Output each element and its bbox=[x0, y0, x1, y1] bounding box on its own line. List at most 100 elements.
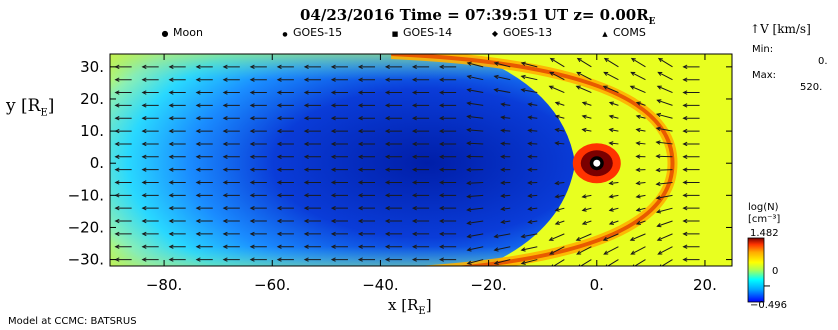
velocity-vector bbox=[303, 128, 321, 134]
velocity-vector bbox=[249, 141, 267, 147]
velocity-vector bbox=[682, 128, 700, 134]
velocity-vector bbox=[303, 154, 321, 159]
velocity-vector bbox=[581, 127, 592, 133]
velocity-vector bbox=[303, 205, 321, 211]
velocity-vector bbox=[581, 114, 592, 119]
velocity-vector bbox=[141, 116, 159, 121]
velocity-vector bbox=[141, 205, 159, 211]
velocity-vector bbox=[330, 257, 348, 262]
velocity-vector bbox=[168, 116, 186, 121]
velocity-vector bbox=[276, 154, 294, 159]
velocity-vector bbox=[411, 103, 430, 108]
velocity-vector bbox=[527, 167, 538, 172]
velocity-vector bbox=[357, 128, 376, 134]
velocity-vector bbox=[141, 193, 159, 198]
velocity-vector bbox=[195, 244, 213, 249]
velocity-vector bbox=[500, 115, 511, 120]
velocity-vector bbox=[439, 205, 457, 211]
velocity-vector bbox=[222, 244, 240, 249]
velocity-vector bbox=[114, 141, 132, 147]
velocity-vector bbox=[195, 193, 213, 198]
velocity-vector bbox=[466, 259, 484, 265]
velocity-vector bbox=[682, 180, 700, 185]
legend-item-goes13: ◆ GOES-13 bbox=[491, 26, 553, 39]
velocity-vector bbox=[411, 205, 430, 211]
plot-frame bbox=[109, 53, 733, 267]
velocity-vector bbox=[655, 154, 673, 159]
velocity-vector bbox=[168, 103, 186, 108]
velocity-vector bbox=[500, 206, 511, 212]
velocity-vector bbox=[581, 207, 592, 212]
velocity-vector bbox=[222, 77, 240, 82]
source-credit: Model at CCMC: BATSRUS bbox=[8, 316, 137, 327]
velocity-vector bbox=[276, 64, 294, 70]
velocity-vector bbox=[603, 71, 619, 81]
velocity-vector bbox=[682, 116, 700, 121]
velocity-vector bbox=[493, 246, 511, 252]
velocity-vector bbox=[493, 233, 511, 239]
velocity-vector bbox=[114, 244, 132, 249]
velocity-vector bbox=[682, 167, 700, 172]
velocity-vector bbox=[500, 193, 511, 198]
velocity-vector bbox=[635, 180, 646, 186]
velocity-vector bbox=[493, 88, 511, 94]
velocity-vector bbox=[603, 57, 619, 68]
velocity-vector bbox=[384, 257, 403, 262]
velocity-vector bbox=[141, 180, 159, 185]
x-tick-label: −20. bbox=[470, 276, 506, 294]
velocity-vector bbox=[466, 167, 484, 173]
velocity-vector bbox=[682, 193, 700, 198]
velocity-vector bbox=[527, 102, 538, 107]
velocity-vector bbox=[249, 103, 267, 108]
velocity-vector bbox=[195, 231, 213, 237]
velocity-vector bbox=[357, 64, 376, 70]
velocity-vector bbox=[276, 205, 294, 211]
velocity-vector bbox=[141, 244, 159, 249]
velocity-vector bbox=[682, 103, 700, 108]
velocity-vector bbox=[276, 193, 294, 198]
velocity-vector bbox=[303, 180, 321, 185]
velocity-vector bbox=[581, 220, 592, 225]
velocity-vector bbox=[384, 90, 403, 95]
y-tick-label: −20. bbox=[68, 218, 104, 236]
velocity-vector bbox=[141, 154, 159, 159]
velocity-vector bbox=[411, 218, 430, 224]
velocity-vector bbox=[411, 154, 430, 159]
velocity-vector bbox=[276, 128, 294, 134]
velocity-vector bbox=[195, 77, 213, 82]
velocity-vector bbox=[249, 244, 267, 249]
velocity-vector bbox=[357, 218, 376, 224]
velocity-vector bbox=[682, 257, 700, 262]
velocity-vector bbox=[635, 167, 646, 173]
velocity-vector bbox=[629, 233, 646, 241]
velocity-vector bbox=[411, 257, 430, 262]
velocity-vector bbox=[554, 114, 565, 119]
velocity-vector bbox=[411, 244, 430, 249]
velocity-vector bbox=[222, 167, 240, 172]
velocity-vector bbox=[500, 180, 511, 185]
velocity-vector bbox=[635, 141, 646, 146]
velocity-vector bbox=[330, 154, 348, 159]
velocity-vector bbox=[141, 167, 159, 172]
vector-key-label: ↑V [km/s] bbox=[750, 22, 811, 36]
velocity-vector bbox=[549, 71, 565, 81]
velocity-vector bbox=[603, 246, 619, 255]
velocity-vector bbox=[439, 103, 457, 108]
velocity-vector bbox=[114, 167, 132, 172]
velocity-vector bbox=[168, 244, 186, 249]
velocity-vector bbox=[493, 61, 511, 68]
chart-title: 04/23/2016 Time = 07:39:51 UT z= 0.00RE bbox=[300, 6, 656, 27]
velocity-vector bbox=[630, 57, 646, 68]
velocity-vector bbox=[114, 231, 132, 237]
velocity-vector bbox=[608, 194, 619, 199]
velocity-vector bbox=[114, 205, 132, 211]
velocity-vector bbox=[303, 257, 321, 262]
velocity-vector bbox=[222, 116, 240, 121]
velocity-vector bbox=[114, 103, 132, 108]
velocity-vector bbox=[141, 77, 159, 82]
velocity-vector bbox=[303, 77, 321, 82]
velocity-vector bbox=[466, 114, 484, 119]
velocity-vector bbox=[439, 64, 457, 70]
velocity-vector bbox=[330, 77, 348, 82]
velocity-vector bbox=[168, 180, 186, 185]
